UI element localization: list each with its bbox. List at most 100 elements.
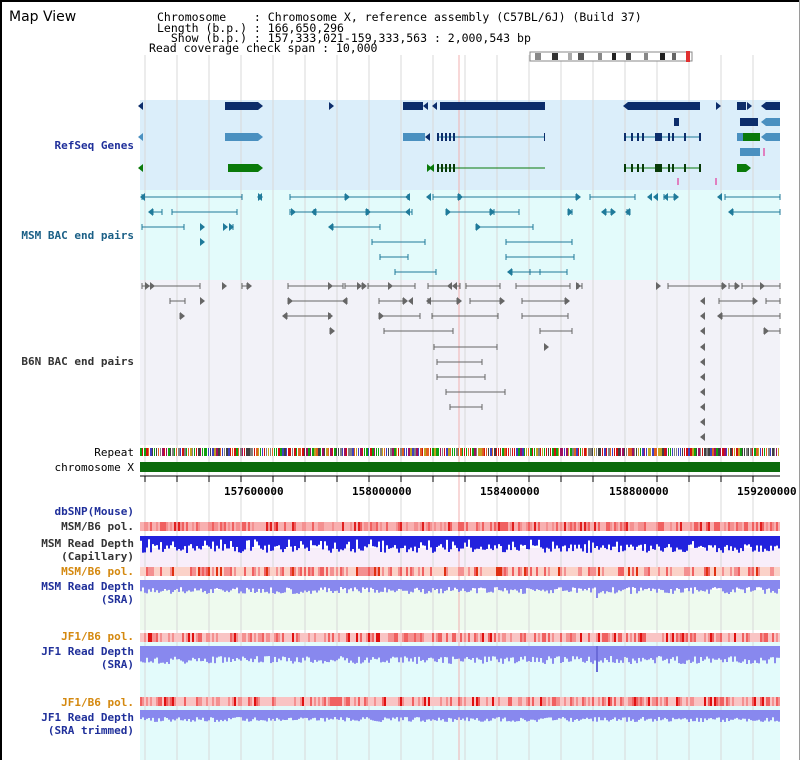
repeat-element: [390, 448, 392, 456]
track-label-msm-b6-pol-2[interactable]: MSM/B6 pol.: [61, 565, 134, 578]
jf1-trimmed-depth-bar: [416, 710, 418, 718]
msm-sra-depth-bar: [528, 580, 530, 589]
jf1-b6-pol-mark: [510, 697, 512, 706]
jf1-b6-pol-mark: [730, 697, 732, 706]
b6n-bac-end-arrow: [700, 327, 705, 335]
jf1-sra-depth-bar: [624, 646, 626, 657]
msm-b6-pol-mark: [192, 567, 194, 576]
msm-b6-pol-mark: [478, 567, 480, 576]
msm-sra-depth-bar: [272, 580, 274, 593]
track-label-jf1-pol-2[interactable]: JF1/B6 pol.: [61, 696, 134, 709]
track-label-refseq[interactable]: RefSeq Genes: [54, 139, 134, 152]
msm-capillary-depth-bar: [718, 536, 720, 549]
track-label-msm-depth-sra[interactable]: MSM Read Depth: [41, 580, 134, 593]
jf1-sra-depth-bar: [446, 646, 448, 658]
msm-capillary-depth-bar: [482, 536, 484, 550]
msm-b6-pol-mark: [670, 567, 672, 576]
msm-sra-depth-bar: [752, 580, 754, 591]
jf1-sra-depth-bar: [216, 646, 218, 658]
jf1-trimmed-depth-bar: [280, 710, 282, 721]
track-label-msm-depth-capillary[interactable]: MSM Read Depth: [41, 537, 134, 550]
msm-sra-depth-bar: [296, 580, 298, 594]
repeat-element: [502, 448, 504, 456]
msm-bac-end-arrow: [568, 208, 573, 216]
jf1-b6-pol-mark: [252, 697, 254, 706]
repeat-element: [374, 448, 375, 456]
jf1-trimmed-depth-bar: [674, 710, 676, 720]
msm-b6-pol-mark: [452, 522, 454, 531]
msm-b6-pol-mark: [538, 567, 540, 576]
msm-sra-depth-bar: [748, 580, 750, 588]
jf1-b6-pol-mark: [374, 697, 376, 706]
msm-b6-pol-mark: [318, 522, 320, 531]
track-label-repeat[interactable]: Repeat: [94, 446, 134, 459]
msm-capillary-depth-bar: [408, 536, 410, 550]
jf1-b6-pol-mark: [234, 633, 236, 642]
repeat-element: [176, 448, 177, 456]
repeat-element: [558, 448, 559, 456]
repeat-element: [258, 448, 259, 456]
jf1-b6-pol-mark: [208, 697, 210, 706]
msm-capillary-depth-bar: [548, 536, 550, 549]
msm-capillary-depth-bar: [256, 536, 258, 542]
jf1-b6-pol-mark: [156, 697, 158, 706]
msm-capillary-depth-bar: [648, 536, 650, 551]
jf1-b6-pol-mark: [624, 633, 626, 642]
jf1-sra-depth-bar: [698, 646, 700, 663]
msm-sra-depth-bar: [300, 580, 302, 592]
msm-b6-pol-mark: [360, 522, 362, 531]
track-label-jf1-pol-1[interactable]: JF1/B6 pol.: [61, 630, 134, 643]
track-label-jf1-depth-sra[interactable]: JF1 Read Depth: [41, 645, 134, 658]
jf1-b6-pol-mark: [672, 633, 674, 642]
b6n-bac-end-arrow: [247, 282, 252, 290]
msm-capillary-depth-bar: [400, 536, 402, 549]
jf1-sra-depth-bar: [570, 646, 572, 662]
msm-b6-pol-mark: [620, 522, 622, 531]
msm-bac-end-arrow: [200, 223, 205, 231]
jf1-b6-pol-mark: [602, 697, 604, 706]
repeat-element: [418, 448, 419, 456]
track-label-b6n-bac[interactable]: B6N BAC end pairs: [21, 355, 134, 368]
msm-sra-depth-bar: [746, 580, 748, 588]
track-label-chromosome[interactable]: chromosome X: [54, 461, 134, 474]
jf1-b6-pol-mark: [178, 633, 180, 642]
track-label-msm-b6-pol-1[interactable]: MSM/B6 pol.: [61, 520, 134, 533]
msm-capillary-depth-bar: [744, 536, 746, 545]
msm-b6-pol-mark: [152, 522, 154, 531]
jf1-trimmed-depth-bar: [528, 710, 530, 721]
repeat-element: [436, 448, 438, 456]
repeat-element: [710, 448, 712, 456]
track-label-dbsnp[interactable]: dbSNP(Mouse): [54, 505, 134, 518]
jf1-sra-depth-bar: [650, 646, 652, 659]
msm-capillary-depth-bar: [312, 536, 314, 546]
repeat-element: [632, 448, 634, 456]
jf1-b6-pol-mark: [422, 697, 424, 706]
jf1-b6-pol-mark: [554, 697, 556, 706]
jf1-sra-depth-bar: [716, 646, 718, 660]
jf1-trimmed-depth-bar: [282, 710, 284, 720]
msm-capillary-depth-bar: [424, 536, 426, 546]
msm-capillary-depth-bar: [328, 536, 330, 551]
refseq-exon: [449, 133, 451, 141]
msm-b6-pol-mark: [482, 522, 484, 531]
track-label-msm-bac[interactable]: MSM BAC end pairs: [21, 229, 134, 242]
msm-sra-depth-bar: [718, 580, 720, 589]
jf1-sra-depth-bar: [628, 646, 630, 663]
msm-b6-pol-mark: [486, 522, 488, 531]
jf1-b6-pol-mark: [246, 633, 248, 642]
jf1-b6-pol-mark: [344, 633, 346, 642]
track-label-jf1-depth-trimmed[interactable]: JF1 Read Depth: [41, 711, 134, 724]
msm-b6-pol-mark: [144, 567, 146, 576]
jf1-b6-pol-mark: [492, 697, 494, 706]
jf1-b6-pol-mark: [468, 633, 470, 642]
jf1-b6-pol-mark: [504, 633, 506, 642]
msm-b6-pol-mark: [308, 567, 310, 576]
msm-b6-pol-mark: [606, 567, 608, 576]
jf1-b6-pol-mark: [230, 697, 232, 706]
jf1-sra-depth-bar: [476, 646, 478, 658]
jf1-b6-pol-mark: [532, 633, 534, 642]
jf1-b6-pol-mark: [234, 697, 236, 706]
jf1-b6-pol-mark: [426, 633, 428, 642]
jf1-sra-depth-bar: [732, 646, 734, 662]
